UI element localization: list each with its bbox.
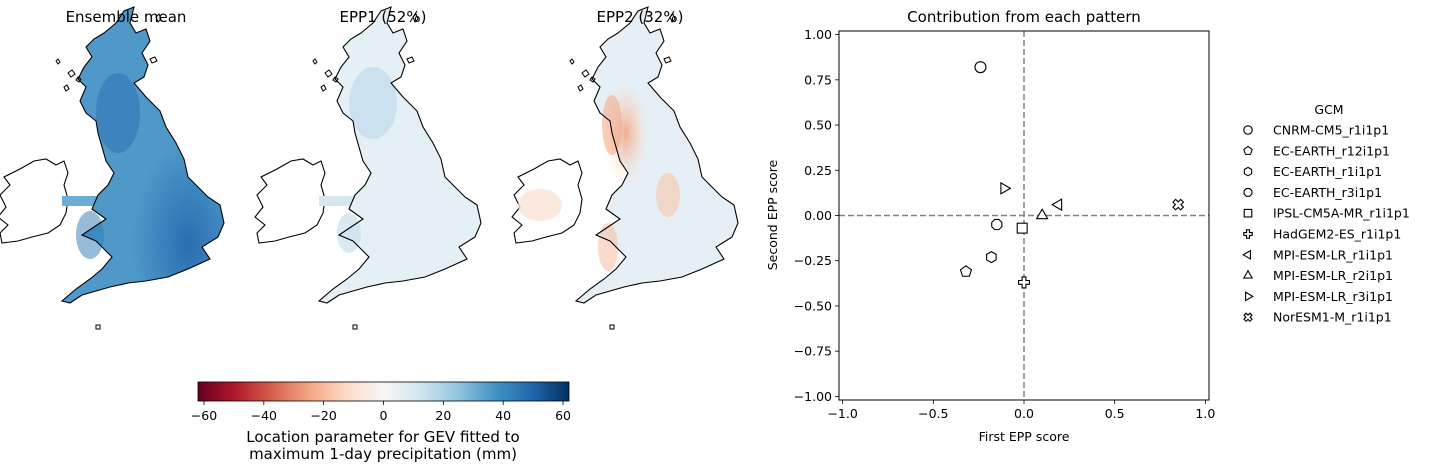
legend-marker xyxy=(1243,187,1253,197)
legend-marker xyxy=(1245,291,1254,302)
ireland-data-strip xyxy=(319,196,359,206)
x-tick-label: −1.0 xyxy=(827,406,857,421)
colorbar-tick-label: −20 xyxy=(310,408,336,423)
colorbar-gradient xyxy=(197,381,570,402)
y-axis-label: Second EPP score xyxy=(765,159,780,270)
x-tick-label: 0.5 xyxy=(1105,406,1125,421)
data-point xyxy=(974,61,987,74)
data-point xyxy=(1035,208,1049,220)
colorbar-tick-label: 0 xyxy=(380,408,388,423)
map-title-epp2: EPP2 (32%) xyxy=(597,8,684,26)
legend-entry-label: EC-EARTH_r12i1p1 xyxy=(1273,143,1390,158)
legend: GCM CNRM-CM5_r1i1p1 EC-EARTH_r12i1p1 EC-EA… xyxy=(1242,102,1410,325)
colorbar-tick-label: 40 xyxy=(495,408,511,423)
map-title-epp1: EPP1 (52%) xyxy=(340,8,427,26)
data-point xyxy=(959,265,973,277)
y-tick-label: 0.50 xyxy=(804,118,832,133)
legend-entry-label: EC-EARTH_r1i1p1 xyxy=(1273,164,1382,179)
legend-marker xyxy=(1243,166,1253,177)
scatter-chart: Contribution from each pattern −1.0 −0.5 0… xyxy=(765,8,1215,444)
colorbar-label-line1: Location parameter for GEV fitted to xyxy=(246,428,519,446)
colorbar: −60 −40 −20 0 20 40 60 Location parameter for … xyxy=(191,381,571,463)
legend-marker xyxy=(1243,145,1253,155)
colorbar-tick-label: 20 xyxy=(435,408,451,423)
colorbar-tick-label: 60 xyxy=(555,408,571,423)
map-panel-ensemble-mean: Ensemble mean xyxy=(0,6,225,330)
y-tick-label: 1.00 xyxy=(804,27,832,42)
colorbar-tick-label: −40 xyxy=(251,408,277,423)
legend-marker xyxy=(1242,249,1251,260)
legend-marker xyxy=(1243,229,1253,239)
legend-marker xyxy=(1243,312,1253,322)
colorbar-label-line2: maximum 1-day precipitation (mm) xyxy=(249,445,517,463)
legend-marker xyxy=(1243,208,1253,218)
data-point xyxy=(1172,198,1185,211)
legend-entry-label: MPI-ESM-LR_r1i1p1 xyxy=(1273,247,1393,262)
ireland-data-strip xyxy=(62,196,102,206)
legend-entry-label: NorESM1-M_r1i1p1 xyxy=(1273,310,1392,325)
x-tick-label: 1.0 xyxy=(1195,406,1215,421)
data-point xyxy=(1000,181,1012,195)
data-point xyxy=(1016,222,1028,234)
y-tick-label: −0.50 xyxy=(794,298,832,313)
map-panel-epp1: EPP1 (52%) xyxy=(254,6,482,330)
legend-entry-label: CNRM-CM5_r1i1p1 xyxy=(1273,123,1389,138)
legend-entry-label: EC-EARTH_r3i1p1 xyxy=(1273,185,1382,200)
y-tick-label: −0.75 xyxy=(794,344,832,359)
legend-marker xyxy=(1243,125,1253,135)
legend-title: GCM xyxy=(1314,102,1343,117)
legend-entry-label: IPSL-CM5A-MR_r1i1p1 xyxy=(1273,206,1410,221)
legend-entry-label: HadGEM2-ES_r1i1p1 xyxy=(1273,227,1401,242)
y-tick-label: 0.25 xyxy=(804,163,832,178)
legend-entry-label: MPI-ESM-LR_r2i1p1 xyxy=(1273,268,1393,283)
y-tick-label: −0.25 xyxy=(794,253,832,268)
legend-entry-label: MPI-ESM-LR_r3i1p1 xyxy=(1273,289,1393,304)
y-tick-label: 0.75 xyxy=(804,72,832,87)
data-point xyxy=(1017,276,1031,289)
legend-marker xyxy=(1242,269,1254,279)
x-tick-label: 0.0 xyxy=(1014,406,1034,421)
data-point xyxy=(986,250,997,264)
x-axis-label: First EPP score xyxy=(979,429,1070,444)
y-tick-label: −1.00 xyxy=(794,389,832,404)
map-panel-epp2: EPP2 (32%) xyxy=(511,6,739,330)
map-title-ensemble-mean: Ensemble mean xyxy=(66,8,187,26)
data-point xyxy=(1051,198,1063,212)
colorbar-tick-label: −60 xyxy=(191,408,217,423)
chart-title: Contribution from each pattern xyxy=(907,8,1141,26)
data-point xyxy=(991,218,1003,231)
x-tick-label: −0.5 xyxy=(918,406,948,421)
y-tick-label: 0.00 xyxy=(804,208,832,223)
